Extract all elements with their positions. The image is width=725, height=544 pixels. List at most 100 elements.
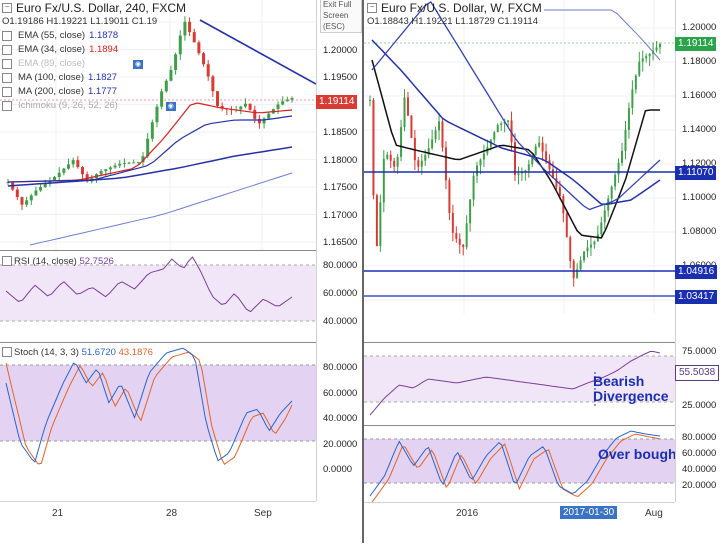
right-price-axis[interactable]: 1.20000 1.18000 1.16000 1.14000 1.12000 1.100… (675, 0, 725, 502)
left-price-canvas[interactable] (0, 0, 316, 250)
left-rsi-legend: RSI (14, close) 52.7526 (2, 255, 114, 269)
indicator-row[interactable]: EMA (55, close) 1.1878 (2, 29, 186, 43)
right-price-tick: 1.10000 (682, 192, 717, 203)
right-price-candle (441, 121, 444, 148)
right-price-candle (572, 260, 575, 279)
indicator-row[interactable]: EMA (89, close) ◉ (2, 57, 186, 71)
right-price-tick: 1.18000 (682, 56, 717, 67)
stoch-toggle-icon[interactable] (2, 347, 12, 358)
left-pane-divider-2[interactable] (0, 342, 362, 343)
left-chart-pane[interactable]: − Euro Fx/U.S. Dollar, 240, FXCM O1.1918… (0, 0, 363, 544)
left-rsi-plot[interactable] (0, 251, 316, 342)
right-chart-pane[interactable]: − Euro Fx/U.S. Dollar, W, FXCM O1.18843 … (364, 0, 725, 543)
right-price-candle (621, 150, 624, 163)
right-stoch-tick: 20.0000 (682, 480, 717, 491)
right-price-candle (545, 151, 548, 161)
ma200-line (29, 172, 293, 246)
collapse-icon[interactable]: − (367, 3, 377, 13)
indicator-toggle-icon[interactable] (2, 59, 12, 69)
right-price-candle (624, 129, 627, 151)
right-level-tag-3: 1.03417 (675, 290, 718, 304)
exit-fullscreen-tooltip[interactable]: Exit Full Screen (ESC) (320, 0, 362, 33)
indicator-toggle-icon[interactable] (2, 101, 12, 111)
right-price-candle (424, 154, 427, 161)
right-price-candle (372, 100, 375, 196)
left-price-axis[interactable]: 1.205001.200001.195001.190001.185001.180… (316, 0, 363, 501)
center-divider[interactable] (362, 0, 364, 543)
right-stoch-plot[interactable] (364, 426, 675, 502)
left-time-axis[interactable]: 21 28 Sep (0, 501, 316, 544)
right-price-candle (600, 222, 603, 235)
right-price-candle (496, 124, 499, 133)
right-pane-divider-2[interactable] (364, 425, 725, 426)
indicator-value: 1.1777 (88, 86, 118, 97)
left-price-candle (29, 195, 33, 201)
left-stoch-tick: 60.0000 (323, 387, 358, 399)
left-price-candle (155, 106, 159, 123)
right-stoch-tick: 60.0000 (682, 448, 717, 459)
right-rsi-canvas[interactable] (364, 343, 675, 425)
right-price-candle (583, 251, 586, 261)
right-rsi-tick: 25.0000 (682, 400, 717, 411)
right-price-candle (558, 187, 561, 197)
indicator-row[interactable]: MA (200, close) 1.1777 (2, 85, 186, 99)
right-pane-divider-1[interactable] (364, 342, 725, 343)
right-price-canvas[interactable] (364, 0, 675, 314)
left-rsi-canvas[interactable] (0, 251, 316, 342)
indicator-row[interactable]: MA (100, close) 1.1827 (2, 71, 186, 85)
right-price-candle (393, 160, 396, 167)
indicator-row[interactable]: Ichimoku (9, 26, 52, 26) ◉ (2, 99, 186, 113)
right-price-candle (462, 244, 465, 248)
left-price-candle (206, 64, 210, 77)
right-price-candle (455, 232, 458, 239)
left-price-candle (57, 172, 61, 177)
right-time-axis[interactable]: 2016 2017-01-30 Aug (364, 502, 675, 544)
left-price-plot[interactable] (0, 0, 316, 250)
left-price-candle (285, 99, 289, 102)
right-price-candle (451, 212, 454, 233)
right-stoch-canvas[interactable] (364, 426, 675, 502)
left-price-candle (239, 106, 243, 110)
right-chart-title: Euro Fx/U.S. Dollar, W, FXCM (381, 1, 542, 15)
right-price-plot[interactable] (364, 0, 675, 314)
left-price-candle (178, 35, 182, 55)
right-price-candle (641, 58, 644, 62)
trend-line (199, 19, 316, 85)
indicator-toggle-icon[interactable] (2, 87, 12, 97)
indicator-row[interactable]: EMA (34, close) 1.1894 (2, 43, 186, 57)
indicator-value: 1.1894 (89, 44, 119, 55)
right-price-candle (576, 269, 579, 279)
right-price-candle (427, 148, 430, 155)
left-price-candle (183, 21, 187, 36)
ma-slow-line (544, 9, 661, 61)
left-close: C1.19 (131, 16, 158, 27)
left-pane-divider-1[interactable] (0, 250, 362, 251)
right-high: H1.19221 (411, 16, 453, 27)
left-rsi-tick: 60.0000 (323, 288, 358, 299)
left-stoch-canvas[interactable] (0, 343, 316, 501)
indicator-toggle-icon[interactable] (2, 31, 12, 41)
left-price-candle (281, 101, 285, 105)
left-price-candle (164, 80, 168, 92)
left-price-candle (80, 166, 84, 175)
collapse-icon[interactable]: − (2, 3, 12, 13)
right-price-candle (551, 169, 554, 179)
right-price-candle (610, 186, 613, 199)
left-stoch-legend: Stoch (14, 3, 3) 51.6720 43.1876 (2, 346, 153, 360)
right-price-candle (648, 53, 651, 57)
rsi-band (0, 265, 316, 321)
left-price-tick: 1.17500 (323, 182, 358, 193)
left-price-tag: 1.19114 (316, 95, 358, 109)
indicator-toggle-icon[interactable] (2, 45, 12, 55)
right-price-candle (603, 210, 606, 223)
indicator-toggle-icon[interactable] (2, 73, 12, 83)
left-stoch-plot[interactable] (0, 343, 316, 501)
right-price-candle (444, 147, 447, 181)
right-rsi-plot[interactable] (364, 343, 675, 425)
visibility-icon[interactable]: ◉ (165, 101, 176, 111)
rsi-toggle-icon[interactable] (2, 256, 12, 267)
left-price-candle (127, 162, 131, 164)
left-price-candle (253, 109, 257, 119)
left-price-candle (174, 54, 178, 71)
visibility-icon[interactable]: ◉ (133, 59, 144, 69)
